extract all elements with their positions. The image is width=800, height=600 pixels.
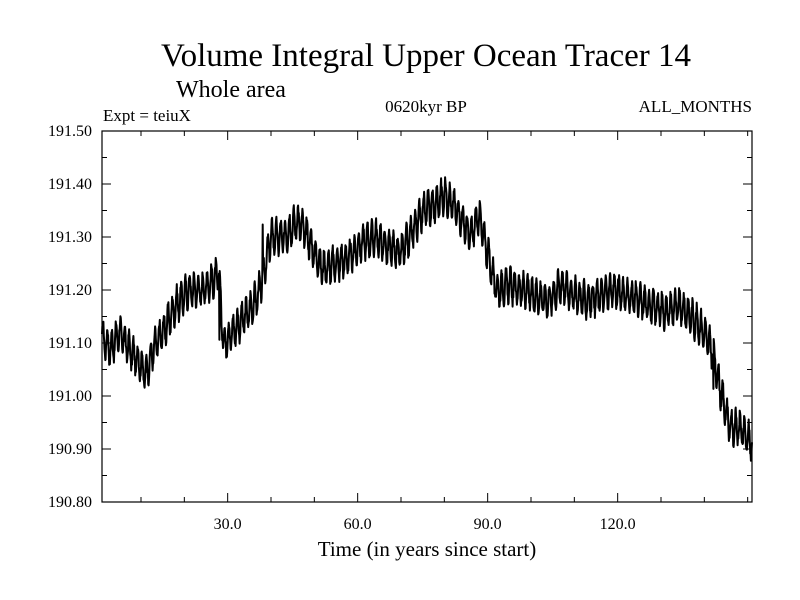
x-axis-label: Time (in years since start) [318, 537, 537, 561]
x-tick-label: 60.0 [344, 516, 372, 533]
chart-subtitle: Whole area [176, 77, 286, 103]
y-tick-label: 190.80 [48, 494, 92, 511]
x-tick-label: 120.0 [600, 516, 636, 533]
x-tick-label: 90.0 [474, 516, 502, 533]
y-tick-label: 191.50 [48, 123, 92, 140]
expt-label: Expt = teiuX [103, 106, 191, 125]
y-tick-label: 191.00 [48, 388, 92, 405]
x-tick-label: 30.0 [214, 516, 242, 533]
y-tick-label: 191.10 [48, 335, 92, 352]
y-tick-label: 190.90 [48, 441, 92, 458]
chart-title: Volume Integral Upper Ocean Tracer 14 [161, 38, 691, 74]
y-tick-label: 191.30 [48, 229, 92, 246]
plot-frame [101, 130, 753, 503]
series-line [101, 176, 753, 462]
y-tick-label: 191.20 [48, 282, 92, 299]
period-label: 0620kyr BP [385, 97, 467, 116]
y-tick-label: 191.40 [48, 176, 92, 193]
months-label: ALL_MONTHS [639, 97, 752, 116]
